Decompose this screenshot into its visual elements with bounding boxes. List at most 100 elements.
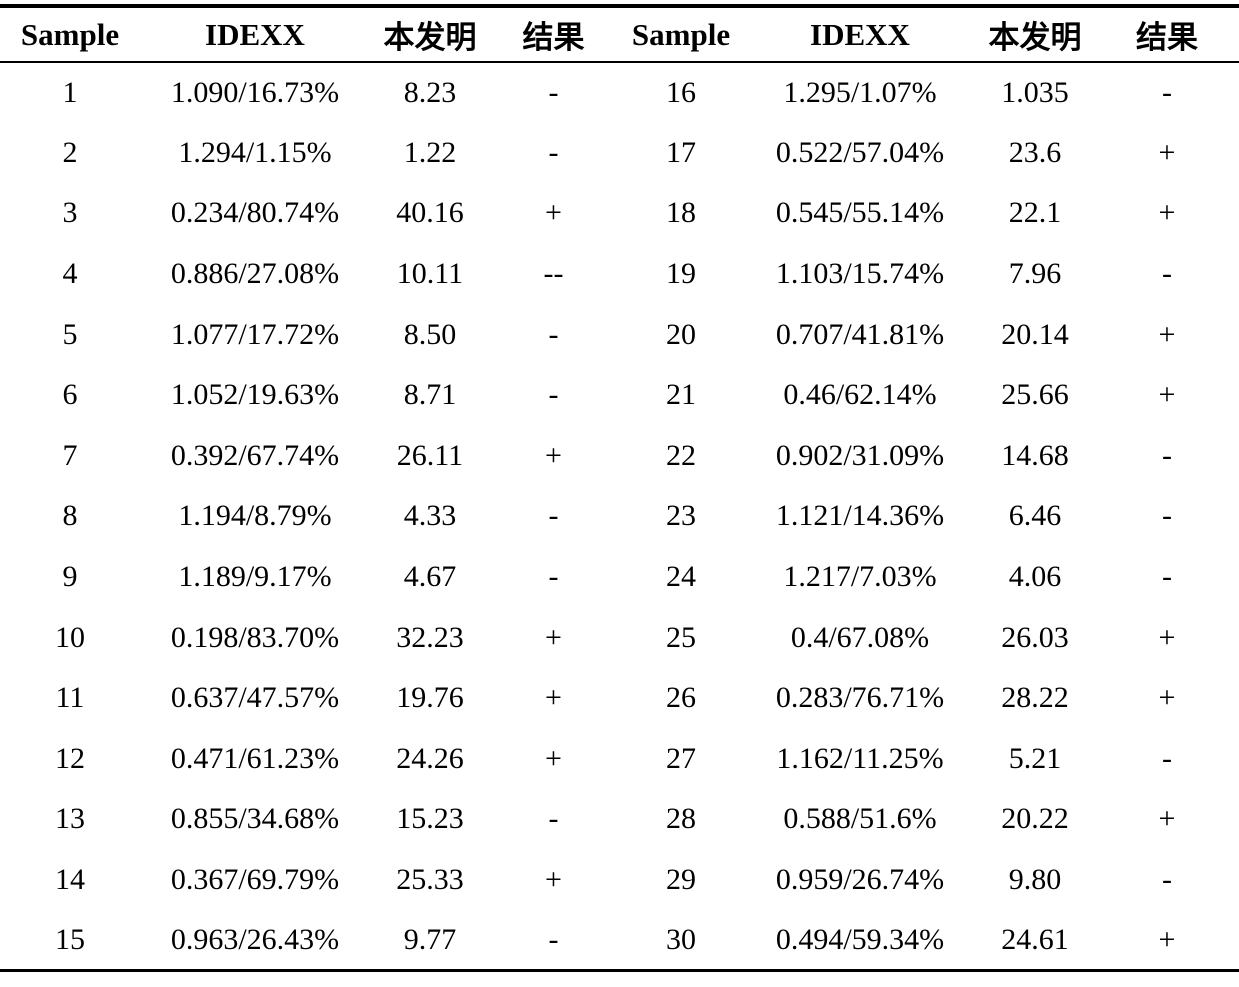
idexx-cell-right: 0.707/41.81% [775,317,945,351]
invention-cell-left: 24.26 [396,741,464,775]
result-cell-left: - [548,378,559,412]
sample-cell-left: 1 [62,75,78,109]
idexx-cell-left: 0.471/61.23% [170,741,340,775]
idexx-cell-left: 1.189/9.17% [178,560,332,594]
invention-cell-left: 40.16 [396,196,464,230]
sample-cell-right: 25 [666,620,696,654]
table-row: 4 0.886/27.08% 10.11 -- 19 1.103/15.74% … [0,244,1239,305]
sample-cell-right: 19 [666,257,696,291]
sample-cell-right: 29 [666,863,696,897]
idexx-cell-left: 0.855/34.68% [170,802,340,836]
sample-cell-left: 14 [55,863,85,897]
table-row: 7 0.392/67.74% 26.11 + 22 0.902/31.09% 1… [0,426,1239,487]
header-result-left: 结果 [522,20,585,55]
invention-cell-left: 1.22 [403,135,457,169]
idexx-cell-left: 1.090/16.73% [170,75,340,109]
sample-cell-right: 24 [666,560,696,594]
header-idexx-right: IDEXX [810,16,910,52]
invention-cell-right: 28.22 [1001,681,1069,715]
sample-cell-right: 30 [666,922,696,956]
invention-cell-right: 20.14 [1001,317,1069,351]
idexx-cell-right: 0.283/76.71% [775,681,945,715]
idexx-cell-right: 0.522/57.04% [775,135,945,169]
invention-cell-right: 14.68 [1001,438,1069,472]
sample-cell-right: 18 [666,196,696,230]
idexx-cell-right: 1.103/15.74% [775,257,945,291]
table-row: 3 0.234/80.74% 40.16 + 18 0.545/55.14% 2… [0,183,1239,244]
sample-cell-left: 2 [62,135,78,169]
invention-cell-right: 6.46 [1008,499,1062,533]
result-cell-left: - [548,499,559,533]
idexx-cell-left: 0.392/67.74% [170,438,340,472]
result-cell-right: - [1162,75,1172,109]
invention-cell-left: 10.11 [396,257,464,291]
header-invention-left: 本发明 [383,20,477,55]
table-row: 6 1.052/19.63% 8.71 - 21 0.46/62.14% 25.… [0,365,1239,426]
result-cell-right: + [1158,681,1176,715]
idexx-cell-left: 1.294/1.15% [178,135,332,169]
sample-cell-right: 27 [666,741,696,775]
result-cell-left: - [548,802,559,836]
result-cell-left: - [548,560,559,594]
idexx-cell-left: 0.637/47.57% [170,681,340,715]
sample-cell-left: 15 [55,922,85,956]
invention-cell-right: 26.03 [1001,620,1069,654]
invention-cell-right: 7.96 [1008,257,1062,291]
result-cell-left: + [545,863,562,897]
result-cell-right: - [1162,863,1172,897]
idexx-cell-right: 1.217/7.03% [783,560,937,594]
result-cell-left: + [545,741,562,775]
table-header: Sample IDEXX 本发明 结果 Sample IDEXX 本发明 结果 [0,6,1239,62]
result-cell-left: -- [543,257,564,291]
sample-cell-left: 7 [62,438,78,472]
result-cell-right: - [1162,741,1172,775]
invention-cell-right: 9.80 [1008,863,1062,897]
table-row: 12 0.471/61.23% 24.26 + 27 1.162/11.25% … [0,729,1239,790]
idexx-cell-right: 0.545/55.14% [775,196,945,230]
invention-cell-left: 8.71 [403,378,457,412]
invention-cell-left: 8.23 [403,75,457,109]
result-cell-left: + [545,438,562,472]
idexx-cell-right: 0.494/59.34% [775,922,945,956]
sample-cell-right: 16 [666,75,696,109]
invention-cell-left: 19.76 [396,681,464,715]
result-cell-right: + [1158,135,1176,169]
result-cell-left: + [545,681,562,715]
idexx-cell-left: 0.234/80.74% [170,196,340,230]
sample-cell-right: 26 [666,681,696,715]
header-idexx-left: IDEXX [205,16,305,52]
idexx-cell-right: 1.121/14.36% [775,499,945,533]
result-cell-left: + [545,196,562,230]
idexx-cell-left: 1.052/19.63% [170,378,340,412]
sample-cell-right: 20 [666,317,696,351]
invention-cell-left: 4.67 [403,560,457,594]
sample-cell-left: 8 [62,499,78,533]
sample-cell-right: 28 [666,802,696,836]
sample-cell-right: 17 [666,135,696,169]
result-cell-right: + [1158,378,1176,412]
header-invention-right: 本发明 [988,20,1082,55]
invention-cell-left: 25.33 [396,863,464,897]
invention-cell-right: 23.6 [1008,135,1062,169]
idexx-cell-left: 0.963/26.43% [170,922,340,956]
sample-cell-left: 11 [55,681,85,715]
idexx-cell-left: 0.886/27.08% [170,257,340,291]
table-row: 2 1.294/1.15% 1.22 - 17 0.522/57.04% 23.… [0,123,1239,184]
result-cell-right: + [1158,196,1176,230]
invention-cell-right: 22.1 [1008,196,1062,230]
invention-cell-left: 8.50 [403,317,457,351]
header-sample-left: Sample [20,16,120,52]
sample-cell-left: 6 [62,378,78,412]
table-row: 11 0.637/47.57% 19.76 + 26 0.283/76.71% … [0,668,1239,729]
result-cell-right: - [1162,560,1172,594]
table-row: 5 1.077/17.72% 8.50 - 20 0.707/41.81% 20… [0,304,1239,365]
idexx-cell-right: 0.902/31.09% [775,438,945,472]
idexx-cell-right: 1.162/11.25% [776,741,944,775]
idexx-cell-left: 0.198/83.70% [170,620,340,654]
invention-cell-right: 24.61 [1001,922,1069,956]
invention-cell-left: 32.23 [396,620,464,654]
result-cell-right: + [1158,922,1176,956]
comparison-results-table: Sample IDEXX 本发明 结果 Sample IDEXX 本发明 结果 … [0,4,1239,973]
result-cell-right: + [1158,620,1176,654]
idexx-cell-right: 0.588/51.6% [783,802,937,836]
